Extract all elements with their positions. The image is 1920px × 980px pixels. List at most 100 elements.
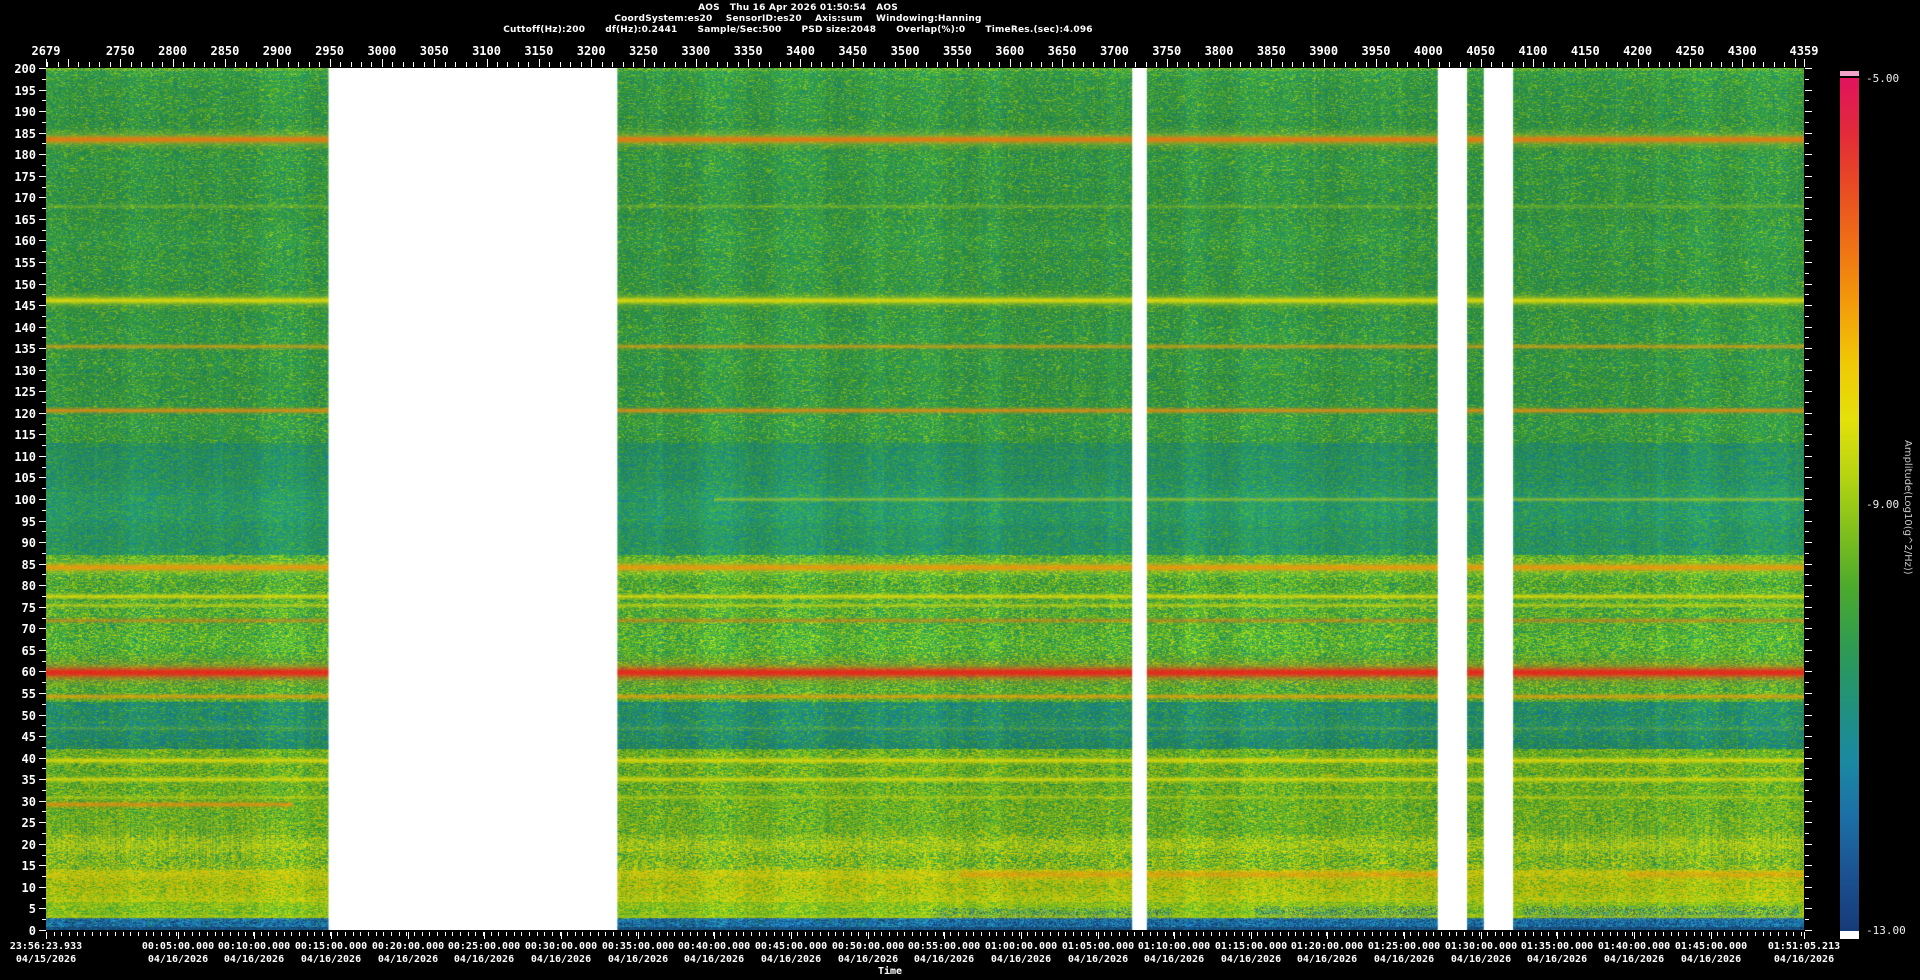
date-tick-label: 04/16/2026 xyxy=(1526,954,1588,965)
freq-minor-tick xyxy=(42,208,46,209)
freq-major-tick-right xyxy=(1805,305,1812,306)
record-minor-tick xyxy=(235,62,236,67)
record-minor-tick xyxy=(780,62,781,67)
record-minor-tick xyxy=(999,62,1000,67)
time-major-tick xyxy=(1021,932,1022,939)
record-minor-tick xyxy=(1439,62,1440,67)
freq-minor-tick-right xyxy=(1805,898,1809,899)
record-tick-label: 3500 xyxy=(890,44,920,58)
freq-minor-tick-right xyxy=(1805,359,1809,360)
freq-minor-tick-right xyxy=(1805,402,1809,403)
time-minor-tick xyxy=(598,932,599,936)
time-minor-tick xyxy=(1548,932,1549,936)
record-major-tick xyxy=(46,59,47,67)
time-minor-tick xyxy=(314,932,315,936)
freq-major-tick-right xyxy=(1805,133,1812,134)
time-minor-tick xyxy=(881,932,882,936)
freq-minor-tick xyxy=(42,424,46,425)
freq-major-tick-right xyxy=(1805,456,1812,457)
record-minor-tick xyxy=(466,62,467,67)
freq-major-tick-right xyxy=(1805,779,1812,780)
time-minor-tick xyxy=(399,932,400,936)
record-minor-tick xyxy=(1209,62,1210,67)
time-minor-tick xyxy=(491,932,492,936)
time-minor-tick xyxy=(1134,932,1135,936)
time-minor-tick xyxy=(1648,932,1649,936)
freq-major-tick xyxy=(39,219,46,220)
record-minor-tick xyxy=(256,62,257,67)
record-minor-tick xyxy=(916,62,917,67)
time-minor-tick xyxy=(605,932,606,936)
time-minor-tick xyxy=(1602,932,1603,936)
time-minor-tick xyxy=(261,932,262,936)
record-minor-tick xyxy=(246,62,247,67)
freq-major-tick xyxy=(39,887,46,888)
record-tick-label: 4000 xyxy=(1413,44,1443,58)
record-minor-tick xyxy=(1543,62,1544,67)
time-minor-tick xyxy=(123,932,124,936)
colorbar-min-label: -13.00 xyxy=(1866,924,1906,937)
record-minor-tick xyxy=(1449,62,1450,67)
freq-tick-label: 60 xyxy=(21,665,36,679)
time-minor-tick xyxy=(1096,932,1097,936)
freq-minor-tick-right xyxy=(1805,574,1809,575)
time-major-tick xyxy=(408,932,409,939)
freq-tick-label: 0 xyxy=(28,924,36,938)
freq-major-tick xyxy=(39,822,46,823)
time-minor-tick xyxy=(429,932,430,936)
record-major-tick xyxy=(330,59,331,67)
time-minor-tick xyxy=(1403,932,1404,936)
record-minor-tick xyxy=(1554,62,1555,67)
time-minor-tick xyxy=(1004,932,1005,936)
freq-minor-tick-right xyxy=(1805,100,1809,101)
time-major-tick xyxy=(1174,932,1175,939)
time-minor-tick xyxy=(1119,932,1120,936)
time-minor-tick xyxy=(805,932,806,936)
date-tick-label: 04/16/2026 xyxy=(1373,954,1435,965)
time-minor-tick xyxy=(1165,932,1166,936)
record-minor-tick xyxy=(361,62,362,67)
freq-minor-tick-right xyxy=(1805,553,1809,554)
time-minor-tick xyxy=(973,932,974,936)
date-tick-label: 04/16/2026 xyxy=(1680,954,1742,965)
freq-tick-label: 185 xyxy=(14,127,36,141)
record-major-tick xyxy=(1219,59,1220,67)
time-minor-tick xyxy=(452,932,453,936)
freq-minor-tick xyxy=(42,187,46,188)
time-minor-tick xyxy=(774,932,775,936)
time-tick-label: 01:10:00.000 xyxy=(1137,941,1211,952)
record-minor-tick xyxy=(194,62,195,67)
freq-tick-label: 125 xyxy=(14,385,36,399)
time-minor-tick xyxy=(1249,932,1250,936)
time-major-tick xyxy=(868,932,869,939)
time-minor-tick xyxy=(1763,932,1764,936)
record-major-tick xyxy=(1428,59,1429,67)
header-config-line: CoordSystem:es20 SensorID:es20 Axis:sum … xyxy=(614,14,982,24)
freq-minor-tick-right xyxy=(1805,919,1809,920)
record-minor-tick xyxy=(1659,62,1660,67)
record-minor-tick xyxy=(413,62,414,67)
time-minor-tick xyxy=(843,932,844,936)
freq-tick-label: 35 xyxy=(21,773,36,787)
freq-major-tick xyxy=(39,844,46,845)
time-minor-tick xyxy=(1610,932,1611,936)
freq-minor-tick xyxy=(42,445,46,446)
freq-minor-tick-right xyxy=(1805,337,1809,338)
time-minor-tick xyxy=(1579,932,1580,936)
time-minor-tick xyxy=(207,932,208,936)
date-tick-label: 04/16/2026 xyxy=(377,954,439,965)
time-minor-tick xyxy=(1387,932,1388,936)
time-minor-tick xyxy=(1027,932,1028,936)
time-minor-tick xyxy=(1341,932,1342,936)
freq-major-tick-right xyxy=(1805,434,1812,435)
freq-minor-tick-right xyxy=(1805,230,1809,231)
time-minor-tick xyxy=(1755,932,1756,936)
date-tick-label: 04/15/2026 xyxy=(15,954,77,965)
record-minor-tick xyxy=(89,62,90,67)
time-minor-tick xyxy=(889,932,890,936)
freq-major-tick-right xyxy=(1805,391,1812,392)
freq-major-tick-right xyxy=(1805,542,1812,543)
time-minor-tick xyxy=(1770,932,1771,936)
time-minor-tick xyxy=(621,932,622,936)
